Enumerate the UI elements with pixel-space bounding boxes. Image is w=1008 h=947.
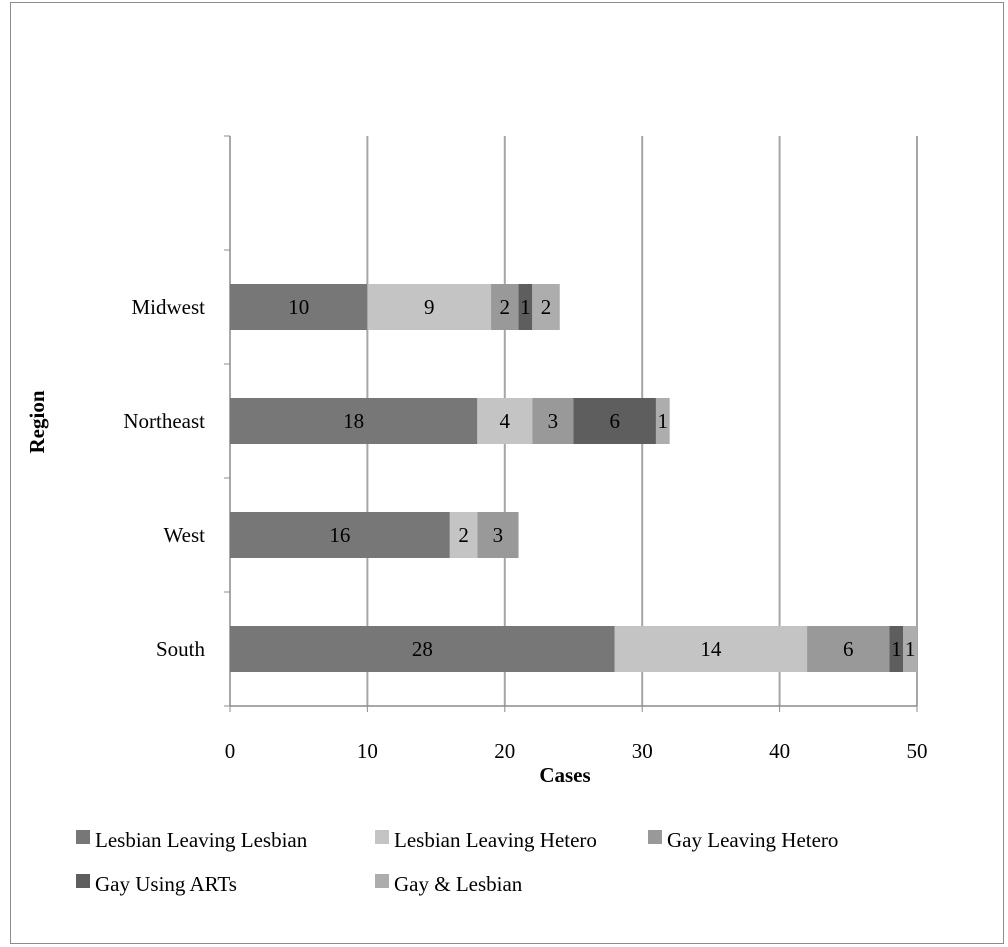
data-label-south-series-3: 6 — [843, 637, 854, 661]
data-label-west-series-1: 16 — [329, 523, 350, 547]
bar-northeast-series-4 — [573, 398, 656, 444]
data-label-midwest-series-5: 2 — [541, 295, 552, 319]
data-label-midwest-series-4: 1 — [520, 295, 531, 319]
legend-swatch — [375, 874, 389, 888]
bar-northeast-series-3 — [532, 398, 574, 444]
bar-northeast-series-2 — [477, 398, 533, 444]
x-tick-label: 20 — [494, 739, 515, 763]
legend-item-2: Lesbian Leaving Hetero — [375, 828, 597, 852]
legend-label: Gay Using ARTs — [95, 872, 237, 896]
bar-northeast-series-1 — [230, 398, 478, 444]
bar-west-series-3 — [477, 512, 519, 558]
bars — [230, 284, 917, 672]
legend-label: Gay Leaving Hetero — [667, 828, 838, 852]
x-axis-title: Cases — [539, 763, 590, 787]
bar-south-series-2 — [614, 626, 808, 672]
bar-midwest-series-3 — [491, 284, 519, 330]
data-label-west-series-2: 2 — [458, 523, 469, 547]
data-label-northeast-series-5: 1 — [658, 409, 669, 433]
data-label-northeast-series-3: 3 — [548, 409, 559, 433]
legend-label: Lesbian Leaving Hetero — [394, 828, 597, 852]
data-label-northeast-series-2: 4 — [500, 409, 511, 433]
x-tick-label: 0 — [225, 739, 236, 763]
data-label-northeast-series-4: 6 — [609, 409, 620, 433]
category-labels: Midwest Northeast West South — [123, 295, 205, 661]
data-label-midwest-series-3: 2 — [500, 295, 511, 319]
bar-west-series-1 — [230, 512, 450, 558]
x-tick-label: 30 — [632, 739, 653, 763]
bar-midwest-series-5 — [532, 284, 560, 330]
data-label-south-series-1: 28 — [412, 637, 433, 661]
legend-item-5: Gay & Lesbian — [375, 872, 523, 896]
legend-label: Gay & Lesbian — [394, 872, 523, 896]
data-label-south-series-4: 1 — [891, 637, 902, 661]
legend-swatch — [76, 830, 90, 844]
bar-south-series-1 — [230, 626, 615, 672]
data-label-south-series-5: 1 — [905, 637, 916, 661]
data-label-midwest-series-1: 10 — [288, 295, 309, 319]
legend-item-4: Gay Using ARTs — [76, 872, 237, 896]
x-tick-label: 40 — [769, 739, 790, 763]
legend-swatch — [76, 874, 90, 888]
y-axis-title: Region — [25, 390, 49, 453]
x-tick-label: 50 — [907, 739, 928, 763]
x-tick-label: 10 — [357, 739, 378, 763]
category-label-west: West — [164, 523, 206, 547]
bar-northeast-series-5 — [655, 398, 670, 444]
legend: Lesbian Leaving Lesbian Lesbian Leaving H… — [76, 828, 838, 896]
data-labels: 10 9 2 1 218 4 3 6 116 2 328 14 6 1 1 — [288, 295, 915, 661]
category-label-south: South — [156, 637, 206, 661]
bar-south-series-5 — [903, 626, 917, 672]
bar-midwest-series-4 — [518, 284, 533, 330]
data-label-midwest-series-2: 9 — [424, 295, 435, 319]
tick-labels: 0 10 20 30 40 50 — [225, 739, 928, 763]
data-label-northeast-series-1: 18 — [343, 409, 364, 433]
legend-item-1: Lesbian Leaving Lesbian — [76, 828, 308, 852]
legend-item-3: Gay Leaving Hetero — [648, 828, 838, 852]
legend-label: Lesbian Leaving Lesbian — [95, 828, 308, 852]
bar-midwest-series-1 — [230, 284, 368, 330]
chart-frame — [10, 2, 1004, 944]
bar-west-series-2 — [449, 512, 478, 558]
bar-south-series-4 — [889, 626, 904, 672]
legend-swatch — [648, 830, 662, 844]
data-label-south-series-2: 14 — [700, 637, 722, 661]
category-label-northeast: Northeast — [123, 409, 205, 433]
bar-south-series-3 — [807, 626, 890, 672]
data-label-west-series-3: 3 — [493, 523, 504, 547]
legend-swatch — [375, 830, 389, 844]
bar-midwest-series-2 — [367, 284, 492, 330]
category-label-midwest: Midwest — [132, 295, 206, 319]
